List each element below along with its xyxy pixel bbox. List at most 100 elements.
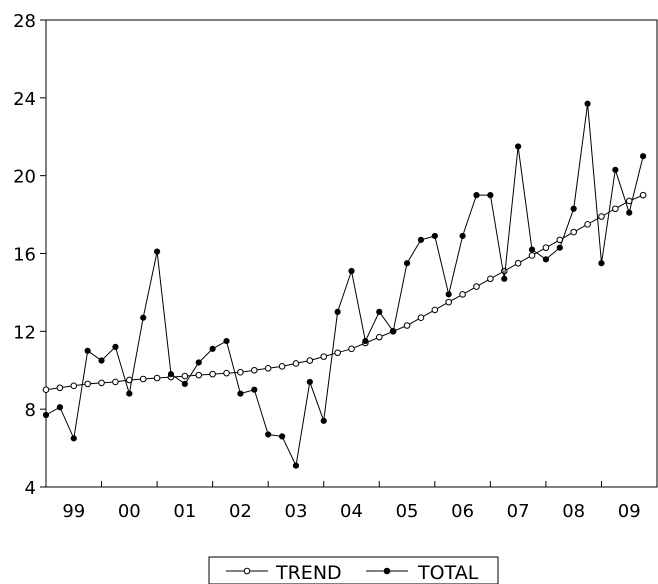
total-point	[598, 260, 605, 267]
total-point	[126, 390, 133, 397]
total-point	[84, 347, 91, 354]
legend-trend-label: TREND	[275, 562, 342, 584]
total-point	[515, 143, 522, 150]
trend-point	[139, 375, 147, 383]
trend-point	[278, 363, 286, 370]
total-point	[473, 192, 480, 199]
x-tick-label: 08	[562, 501, 585, 522]
total-point	[528, 246, 536, 253]
total-point	[112, 343, 119, 350]
x-tick-label: 00	[118, 501, 141, 522]
total-point	[181, 380, 188, 387]
trend-point	[195, 371, 203, 379]
trend-point	[445, 298, 453, 306]
trend-point	[487, 275, 494, 283]
x-tick-label: 01	[173, 501, 196, 522]
plot-frame	[45, 19, 658, 488]
total-point	[153, 248, 161, 255]
trend-point	[514, 259, 522, 267]
trend-point	[56, 384, 64, 392]
total-point	[459, 232, 466, 240]
total-point	[278, 433, 286, 440]
trend-point	[84, 380, 91, 388]
total-point	[320, 417, 327, 424]
legend: TREND TOTAL	[208, 556, 499, 584]
trend-point	[639, 191, 647, 199]
y-tick-label: 24	[13, 89, 36, 110]
x-tick-label: 99	[62, 501, 85, 522]
y-axis: 4 8 12 16 20 24 28	[13, 11, 46, 499]
trend-point	[264, 365, 272, 372]
total-point	[195, 359, 202, 366]
x-tick-label: 06	[451, 501, 474, 522]
y-tick-label: 8	[25, 400, 36, 421]
total-point	[626, 209, 633, 216]
trend-point	[70, 382, 78, 390]
total-point	[403, 260, 411, 267]
total-point	[417, 236, 425, 243]
total-point	[223, 337, 230, 345]
total-point	[251, 386, 258, 393]
y-tick-label: 16	[13, 245, 36, 266]
total-point	[542, 256, 550, 263]
trend-point	[431, 306, 439, 314]
total-point	[56, 404, 63, 411]
trend-point	[417, 314, 425, 322]
total-point	[167, 371, 175, 378]
total-point	[140, 314, 147, 321]
total-point	[584, 100, 591, 107]
trend-point	[209, 370, 216, 378]
total-point	[42, 411, 50, 419]
x-tick-label: 03	[285, 501, 308, 522]
trend-point	[306, 357, 314, 364]
trend-point	[250, 366, 258, 374]
x-tick-label: 05	[396, 501, 419, 522]
series-layer	[42, 100, 647, 469]
trend-point	[375, 333, 383, 341]
total-point	[501, 275, 508, 282]
total-point	[265, 431, 272, 438]
trend-point	[570, 228, 577, 236]
y-tick-label: 12	[13, 322, 36, 343]
trend-point	[348, 345, 355, 353]
trend-point	[612, 205, 619, 213]
x-tick-label: 07	[507, 501, 530, 522]
trend-point	[584, 221, 591, 228]
total-point	[348, 267, 355, 275]
total-point	[487, 192, 494, 199]
x-tick-label: 04	[340, 501, 363, 522]
total-point	[362, 337, 369, 345]
total-point	[570, 205, 577, 212]
trend-point	[459, 291, 466, 298]
x-tick-label: 09	[618, 501, 641, 522]
total-point	[390, 328, 397, 335]
trend-point	[334, 349, 341, 357]
y-tick-label: 20	[13, 167, 36, 188]
total-point	[376, 308, 383, 315]
x-tick-label: 02	[229, 501, 252, 522]
total-point	[292, 462, 300, 469]
legend-total-label: TOTAL	[417, 562, 479, 584]
legend-total-marker	[383, 567, 391, 575]
x-axis: 99 00 01 02 03 04 05 06 07 08 09	[45, 481, 658, 522]
total-line	[45, 103, 644, 468]
trend-point	[42, 386, 50, 394]
trend-point	[542, 244, 550, 251]
total-point	[612, 166, 619, 173]
trend-point	[292, 360, 300, 367]
total-point	[306, 378, 313, 386]
total-point	[431, 232, 438, 240]
trend-point	[528, 252, 536, 259]
y-tick-label: 4	[25, 478, 36, 499]
trend-point	[112, 378, 119, 386]
legend-trend-marker	[243, 567, 251, 575]
trend-point	[153, 374, 161, 382]
total-point	[209, 345, 216, 352]
total-point	[98, 357, 105, 364]
trend-point	[473, 283, 480, 290]
total-point	[237, 390, 244, 397]
total-point	[445, 291, 452, 298]
total-point	[334, 308, 341, 315]
trend-point	[181, 372, 189, 380]
